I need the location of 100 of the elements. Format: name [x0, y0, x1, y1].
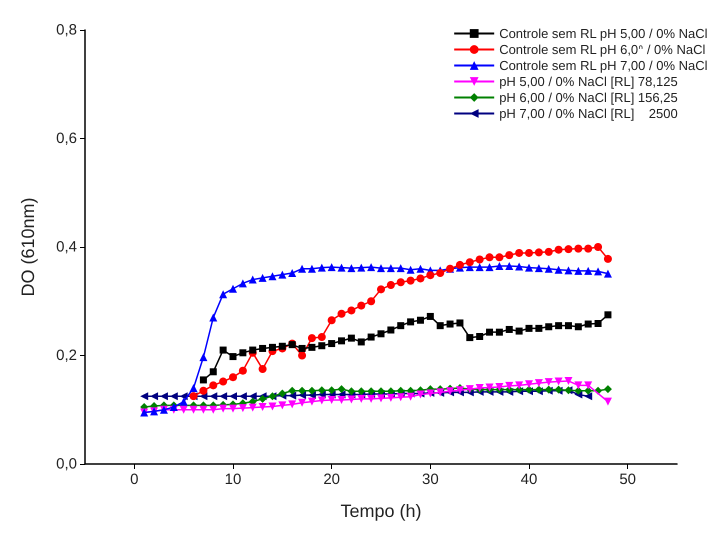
point	[505, 382, 514, 390]
point	[377, 264, 385, 272]
point	[545, 323, 552, 330]
point	[249, 346, 256, 354]
point	[564, 266, 572, 274]
point	[298, 344, 306, 352]
point	[357, 394, 366, 403]
point	[574, 386, 582, 395]
point	[298, 386, 306, 395]
point	[525, 248, 533, 257]
point	[426, 312, 434, 320]
point	[505, 251, 514, 260]
point	[476, 255, 484, 264]
point	[516, 328, 523, 335]
point	[219, 404, 228, 413]
point	[534, 248, 543, 256]
point	[200, 376, 207, 384]
point	[534, 379, 543, 388]
point	[574, 323, 582, 330]
point	[564, 322, 572, 330]
point	[574, 381, 582, 390]
point	[564, 376, 572, 385]
point	[476, 333, 484, 340]
point	[258, 394, 267, 403]
point	[248, 276, 257, 284]
point	[555, 322, 562, 330]
point	[604, 254, 612, 263]
point	[544, 378, 553, 386]
point	[230, 353, 236, 360]
x-axis-title: Tempo (h)	[340, 501, 422, 521]
point	[298, 352, 306, 360]
point	[328, 340, 336, 348]
point	[495, 382, 504, 391]
point	[534, 264, 543, 272]
point	[525, 380, 533, 388]
point	[358, 338, 365, 346]
point	[574, 266, 582, 275]
point	[328, 396, 336, 404]
point	[506, 326, 513, 333]
point	[406, 392, 415, 401]
point	[495, 262, 504, 270]
point	[278, 401, 286, 410]
point	[377, 285, 385, 294]
x-tick-label: 20	[323, 471, 340, 488]
point	[308, 386, 316, 395]
point	[367, 394, 376, 403]
point	[338, 337, 346, 344]
point	[259, 344, 266, 352]
point	[515, 381, 524, 390]
y-tick-label: 0,4	[56, 238, 77, 256]
point	[298, 398, 306, 407]
point	[348, 334, 355, 342]
point	[347, 264, 356, 272]
point	[288, 400, 296, 408]
point	[209, 381, 218, 390]
point	[248, 404, 257, 412]
point	[347, 387, 356, 396]
x-tick-label: 10	[224, 471, 242, 488]
point	[308, 398, 316, 406]
point	[544, 248, 553, 256]
point	[367, 263, 376, 272]
legend-label: Controle sem RL pH 7,00 / 0% NaCl	[499, 58, 708, 73]
point	[525, 264, 533, 272]
point	[594, 320, 602, 327]
point	[338, 310, 346, 318]
point	[298, 264, 306, 273]
point	[456, 319, 464, 326]
point	[396, 393, 405, 402]
point	[180, 406, 188, 414]
point	[318, 386, 326, 394]
point	[544, 264, 553, 273]
point	[584, 381, 592, 390]
point	[357, 264, 366, 272]
point	[199, 353, 208, 362]
point	[268, 272, 276, 280]
point	[219, 290, 228, 298]
point	[308, 344, 316, 351]
point	[564, 245, 572, 254]
point	[238, 404, 247, 412]
point	[397, 322, 404, 330]
point	[239, 349, 246, 356]
point	[338, 396, 346, 404]
point	[210, 368, 217, 376]
point	[476, 263, 484, 272]
point	[505, 262, 514, 270]
point	[486, 253, 494, 262]
point	[604, 398, 612, 406]
point	[268, 344, 276, 351]
legend-label: Controle sem RL pH 5,00 / 0% NaCl	[499, 26, 708, 41]
legend-label: pH 5,00 / 0% NaCl [RL] 78,125	[499, 74, 678, 89]
point	[318, 264, 326, 272]
point	[584, 266, 592, 275]
point	[416, 316, 424, 324]
point	[554, 266, 563, 274]
point	[318, 342, 326, 350]
point	[347, 306, 356, 314]
point	[357, 387, 366, 396]
point	[219, 378, 228, 386]
point	[190, 384, 198, 392]
point	[604, 270, 612, 278]
